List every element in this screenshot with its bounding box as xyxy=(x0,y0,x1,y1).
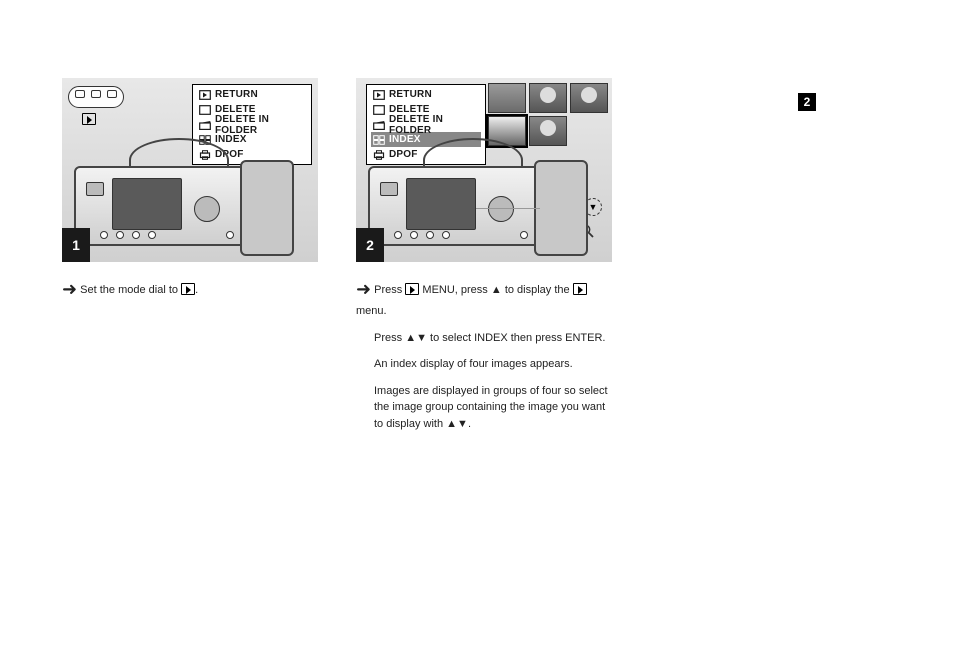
play-icon xyxy=(573,283,587,295)
menu-item-return: RETURN xyxy=(197,87,307,102)
top-button-2 xyxy=(91,90,101,98)
step1-text: ➜ Set the mode dial to . xyxy=(62,276,318,313)
step2-s2c: INDEX then press ENTER. xyxy=(474,332,605,344)
step2-s4b: . xyxy=(468,418,471,430)
thumbnail-2 xyxy=(529,83,567,113)
camera-button-5 xyxy=(226,231,234,239)
camera-lcd xyxy=(406,178,476,230)
step1-text-a: Set the mode dial to xyxy=(80,284,181,296)
camera-button-2 xyxy=(116,231,124,239)
index-thumbnails xyxy=(488,83,610,146)
updown-triangle-icon: ▲▼ xyxy=(405,332,427,344)
camera-dial xyxy=(488,196,514,222)
step2-s1a: Press xyxy=(374,284,405,296)
menu-item-delete-in-folder: DELETE IN FOLDER xyxy=(197,117,307,132)
step-panel-1: RETURN DELETE DELETE IN FOLDER INDEX DPO… xyxy=(62,78,318,262)
up-triangle-icon: ▲ xyxy=(491,284,502,296)
step2-s3a: An index display of four images appears. xyxy=(374,358,573,370)
camera-button-2 xyxy=(410,231,418,239)
camera-button-3 xyxy=(426,231,434,239)
camera-button-1 xyxy=(100,231,108,239)
arrow-right-icon: ➜ xyxy=(62,279,77,299)
section-badge: 2 xyxy=(798,93,816,111)
menu-label: INDEX xyxy=(389,134,421,145)
camera-viewfinder xyxy=(380,182,398,196)
step1-text-b: . xyxy=(195,284,198,296)
camera-lcd xyxy=(112,178,182,230)
step-index-2: 2 xyxy=(356,228,384,262)
play-icon xyxy=(373,90,385,100)
indicator-line xyxy=(476,208,540,209)
top-button-3 xyxy=(107,90,117,98)
step2-s1d: menu. xyxy=(356,305,387,317)
thumbnail-5 xyxy=(529,116,567,146)
menu-item-return: RETURN xyxy=(371,87,481,102)
clapper-icon xyxy=(373,120,385,130)
thumbnail-3 xyxy=(570,83,608,113)
top-button-1 xyxy=(75,90,85,98)
camera-button-4 xyxy=(442,231,450,239)
thumbnail-1 xyxy=(488,83,526,113)
step2-s4a: Images are displayed in groups of four s… xyxy=(374,385,608,430)
step2-s2b: to select xyxy=(430,332,474,344)
camera-button-3 xyxy=(132,231,140,239)
play-icon xyxy=(82,110,96,128)
camera-button-5 xyxy=(520,231,528,239)
top-button-bar xyxy=(68,86,124,108)
step2-s1c: to display the xyxy=(505,284,573,296)
menu-label: RETURN xyxy=(215,89,258,100)
camera-button-4 xyxy=(148,231,156,239)
menu-label: INDEX xyxy=(215,134,247,145)
arrow-right-icon: ➜ xyxy=(356,279,371,299)
camera-lens-section xyxy=(240,160,294,256)
play-icon xyxy=(181,283,195,295)
play-icon xyxy=(405,283,419,295)
camera-body-outline xyxy=(74,166,284,246)
camera-button-1 xyxy=(394,231,402,239)
camera-illustration xyxy=(368,148,600,252)
clapper-icon xyxy=(199,120,211,130)
step-index-1: 1 xyxy=(62,228,90,262)
camera-body-outline xyxy=(368,166,578,246)
grid-icon xyxy=(373,135,385,145)
step2-s2a: Press xyxy=(374,332,405,344)
play-icon xyxy=(199,90,211,100)
frame-icon xyxy=(199,105,211,115)
menu-item-delete-in-folder: DELETE IN FOLDER xyxy=(371,117,481,132)
camera-illustration xyxy=(74,148,306,252)
camera-dial xyxy=(194,196,220,222)
menu-label: DELETE IN FOLDER xyxy=(389,114,479,136)
step2-s1b: MENU, press xyxy=(422,284,490,296)
menu-label: DELETE IN FOLDER xyxy=(215,114,305,136)
updown-triangle-icon: ▲▼ xyxy=(446,418,468,430)
camera-viewfinder xyxy=(86,182,104,196)
camera-lens-section xyxy=(534,160,588,256)
menu-label: RETURN xyxy=(389,89,432,100)
step-panel-2: RETURN DELETE DELETE IN FOLDER INDEX DPO… xyxy=(356,78,612,262)
step2-text: ➜ Press MENU, press ▲ to display the men… xyxy=(356,276,612,442)
frame-icon xyxy=(373,105,385,115)
